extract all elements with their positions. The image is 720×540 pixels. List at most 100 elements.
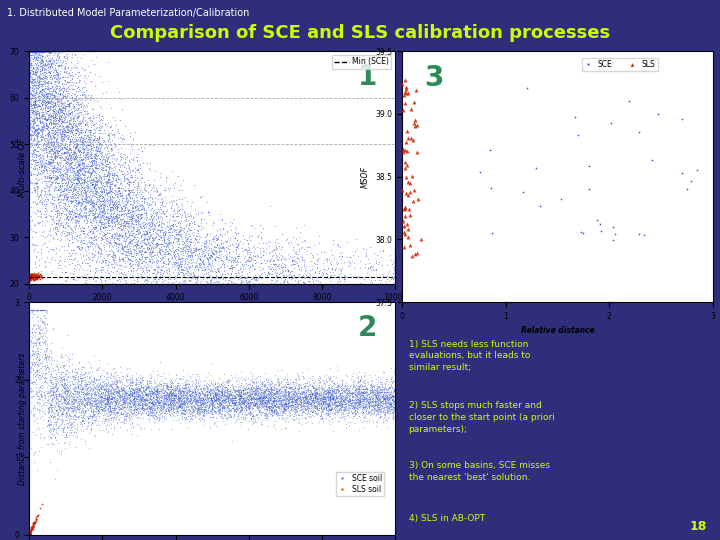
Point <box>97 389 109 398</box>
Point <box>262 374 274 383</box>
Point <box>379 413 391 421</box>
Point <box>226 218 238 227</box>
Point <box>333 381 344 389</box>
Point <box>372 389 384 397</box>
Point <box>60 386 72 395</box>
Point <box>103 146 114 155</box>
Point <box>32 131 43 139</box>
Point <box>175 399 186 407</box>
Point <box>356 401 368 409</box>
Point <box>45 60 56 69</box>
Point <box>299 259 310 268</box>
Point <box>31 240 42 249</box>
Point <box>265 402 276 411</box>
Point <box>79 138 91 146</box>
Point <box>86 162 98 171</box>
Point <box>45 396 57 404</box>
Point <box>44 48 55 57</box>
Point <box>154 197 166 206</box>
Point <box>199 390 210 399</box>
Point <box>269 388 280 396</box>
Point <box>91 161 102 170</box>
Point <box>61 387 73 395</box>
Point <box>33 47 45 56</box>
Point <box>144 201 156 210</box>
Point <box>213 391 225 400</box>
Point <box>354 387 365 396</box>
Point <box>138 197 150 205</box>
Point <box>290 414 302 422</box>
Point <box>210 412 222 421</box>
Point <box>36 392 48 400</box>
Point <box>330 403 341 412</box>
Point <box>174 186 185 194</box>
Point <box>133 258 145 266</box>
Point <box>81 380 92 389</box>
Point <box>227 397 238 406</box>
Point <box>95 395 107 403</box>
Point <box>125 396 136 405</box>
Point <box>163 402 175 411</box>
Point <box>168 220 179 228</box>
Point <box>86 238 98 247</box>
Point <box>208 250 220 259</box>
Point <box>90 197 102 206</box>
Point <box>192 210 204 218</box>
Point <box>56 139 68 147</box>
Point <box>336 388 348 396</box>
Point <box>191 279 202 288</box>
Point <box>151 262 163 271</box>
Point <box>102 398 113 407</box>
Point <box>159 400 171 409</box>
Point <box>35 117 46 126</box>
Point <box>207 398 218 407</box>
Point <box>230 401 241 409</box>
Point <box>264 403 275 411</box>
Point <box>374 413 386 422</box>
Point <box>41 85 53 93</box>
Point <box>29 101 40 110</box>
Point <box>346 371 358 380</box>
Point <box>117 405 128 414</box>
Point <box>37 109 48 118</box>
Point <box>30 100 42 109</box>
Point <box>223 390 235 399</box>
Point <box>30 107 42 116</box>
Point <box>236 406 248 415</box>
Point <box>27 99 38 108</box>
Point <box>174 406 185 415</box>
Point <box>400 173 412 181</box>
Point <box>51 222 63 231</box>
Point <box>271 388 283 397</box>
Point <box>40 47 52 56</box>
Point <box>33 368 45 376</box>
Point <box>102 218 114 227</box>
Point <box>181 279 193 288</box>
Point <box>71 215 83 224</box>
Point <box>182 267 194 275</box>
Point <box>292 382 303 391</box>
Point <box>132 393 144 402</box>
Point <box>276 392 288 400</box>
Point <box>125 267 136 275</box>
Point <box>39 336 50 345</box>
Point <box>28 47 40 56</box>
Point <box>360 396 372 405</box>
Point <box>75 226 86 235</box>
Point <box>51 399 63 408</box>
Point <box>24 47 35 56</box>
Point <box>160 243 171 252</box>
Point <box>301 364 312 373</box>
Point <box>330 389 341 398</box>
Point <box>230 397 242 406</box>
Point <box>164 374 176 383</box>
Point <box>29 47 40 56</box>
Point <box>174 385 185 394</box>
Point <box>95 399 107 408</box>
Point <box>275 255 287 264</box>
Point <box>246 397 257 406</box>
Point <box>308 390 320 399</box>
Point <box>284 268 296 276</box>
Point <box>348 272 359 280</box>
Point <box>154 410 166 418</box>
